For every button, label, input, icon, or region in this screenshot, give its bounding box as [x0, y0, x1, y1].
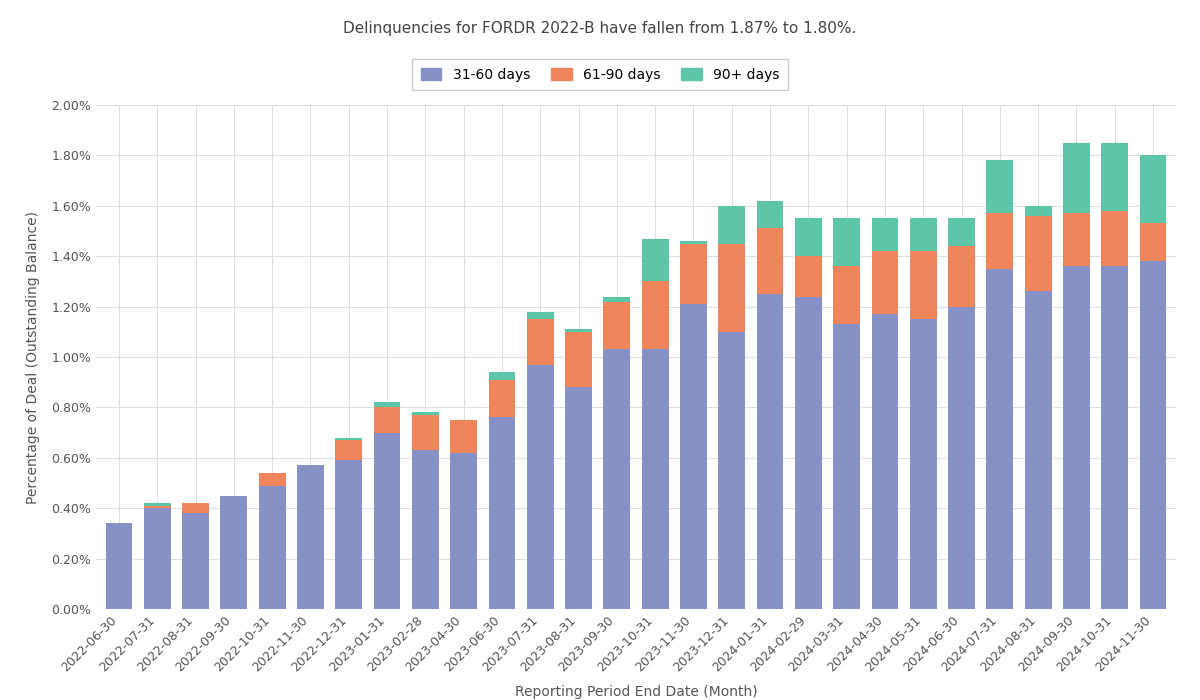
Bar: [335, 461, 362, 609]
Bar: [527, 312, 553, 319]
Bar: [373, 402, 401, 407]
Bar: [757, 201, 784, 228]
Bar: [1025, 216, 1051, 291]
Bar: [298, 466, 324, 609]
Bar: [871, 251, 899, 314]
Bar: [450, 453, 478, 609]
Bar: [642, 349, 668, 609]
Bar: [144, 508, 170, 609]
Bar: [680, 304, 707, 609]
Bar: [1063, 214, 1090, 266]
Text: Delinquencies for FORDR 2022-B have fallen from 1.87% to 1.80%.: Delinquencies for FORDR 2022-B have fall…: [343, 21, 857, 36]
Bar: [527, 365, 553, 609]
Bar: [221, 496, 247, 609]
Bar: [680, 241, 707, 244]
Bar: [680, 244, 707, 304]
Bar: [833, 324, 860, 609]
Bar: [986, 160, 1013, 214]
Bar: [373, 407, 401, 433]
Bar: [871, 314, 899, 609]
Bar: [604, 302, 630, 349]
Bar: [910, 319, 937, 609]
Bar: [910, 251, 937, 319]
Bar: [1063, 143, 1090, 214]
Bar: [604, 297, 630, 302]
Bar: [488, 417, 515, 609]
Bar: [948, 307, 974, 609]
Bar: [986, 214, 1013, 269]
Bar: [1140, 223, 1166, 261]
Bar: [412, 415, 439, 450]
Bar: [565, 332, 592, 387]
Bar: [1102, 211, 1128, 266]
Bar: [373, 433, 401, 609]
Bar: [604, 349, 630, 609]
Bar: [106, 524, 132, 609]
Bar: [412, 450, 439, 609]
Bar: [1063, 266, 1090, 609]
Bar: [948, 218, 974, 246]
Bar: [833, 218, 860, 266]
Bar: [182, 503, 209, 513]
Bar: [144, 505, 170, 508]
Bar: [948, 246, 974, 307]
Bar: [182, 513, 209, 609]
Bar: [1025, 291, 1051, 609]
Bar: [794, 256, 822, 297]
Bar: [412, 412, 439, 415]
Bar: [259, 473, 286, 486]
Bar: [1140, 261, 1166, 609]
Bar: [565, 387, 592, 609]
Bar: [719, 332, 745, 609]
X-axis label: Reporting Period End Date (Month): Reporting Period End Date (Month): [515, 685, 757, 699]
Legend: 31-60 days, 61-90 days, 90+ days: 31-60 days, 61-90 days, 90+ days: [413, 60, 787, 90]
Bar: [144, 503, 170, 505]
Bar: [871, 218, 899, 251]
Bar: [719, 206, 745, 244]
Bar: [1025, 206, 1051, 216]
Bar: [259, 486, 286, 609]
Bar: [757, 228, 784, 294]
Bar: [335, 440, 362, 461]
Bar: [565, 329, 592, 332]
Bar: [642, 239, 668, 281]
Bar: [719, 244, 745, 332]
Bar: [1102, 266, 1128, 609]
Bar: [986, 269, 1013, 609]
Bar: [833, 266, 860, 324]
Bar: [450, 420, 478, 453]
Bar: [910, 218, 937, 251]
Bar: [794, 297, 822, 609]
Y-axis label: Percentage of Deal (Outstanding Balance): Percentage of Deal (Outstanding Balance): [26, 211, 40, 503]
Bar: [794, 218, 822, 256]
Bar: [488, 372, 515, 379]
Bar: [1102, 143, 1128, 211]
Bar: [757, 294, 784, 609]
Bar: [488, 379, 515, 417]
Bar: [335, 438, 362, 440]
Bar: [642, 281, 668, 349]
Bar: [527, 319, 553, 365]
Bar: [1140, 155, 1166, 223]
